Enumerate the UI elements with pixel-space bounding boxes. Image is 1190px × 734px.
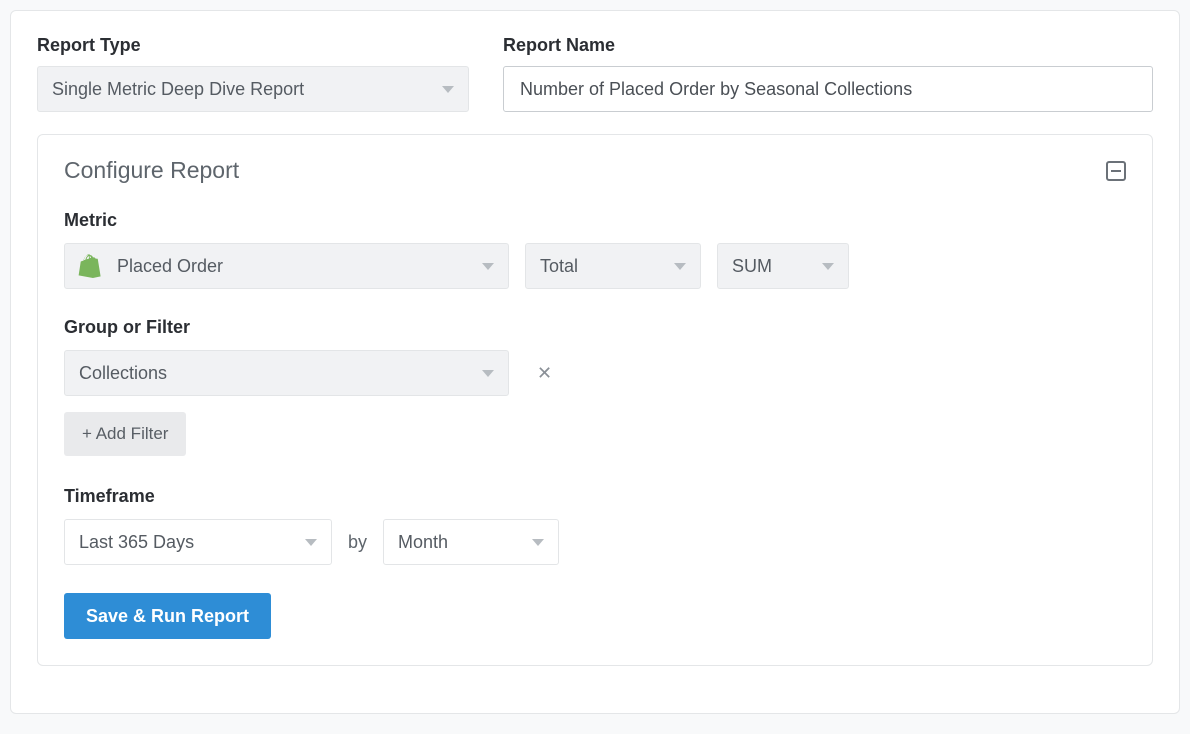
save-run-button[interactable]: Save & Run Report [64,593,271,639]
group-filter-label: Group or Filter [64,317,1126,338]
aggregation-select[interactable]: Total [525,243,701,289]
panel-header: Configure Report [64,157,1126,184]
timeframe-row: Last 365 Days by Month [64,519,1126,565]
by-text: by [348,532,367,553]
metric-select[interactable]: Placed Order [64,243,509,289]
filter-row: Collections ✕ [64,350,1126,396]
report-name-label: Report Name [503,35,1153,56]
timeframe-select-wrapper: Last 365 Days [64,519,332,565]
timeframe-value: Last 365 Days [79,532,194,553]
chevron-down-icon [305,539,317,546]
interval-select[interactable]: Month [383,519,559,565]
report-type-value: Single Metric Deep Dive Report [52,79,304,100]
metric-value: Placed Order [117,256,223,277]
interval-value: Month [398,532,448,553]
top-row: Report Type Single Metric Deep Dive Repo… [37,35,1153,112]
remove-filter-icon[interactable]: ✕ [537,363,552,384]
chevron-down-icon [674,263,686,270]
minus-icon [1111,170,1121,172]
panel-title: Configure Report [64,157,239,184]
aggregation-select-wrapper: Total [525,243,701,289]
chevron-down-icon [482,370,494,377]
metric-label: Metric [64,210,1126,231]
filter-select[interactable]: Collections [64,350,509,396]
aggregation-value: Total [540,256,578,277]
report-name-input[interactable] [503,66,1153,112]
filter-select-wrapper: Collections [64,350,509,396]
shopify-icon [77,253,103,279]
timeframe-select[interactable]: Last 365 Days [64,519,332,565]
add-filter-button[interactable]: + Add Filter [64,412,186,456]
function-select-wrapper: SUM [717,243,849,289]
filter-value: Collections [79,363,167,384]
report-name-field: Report Name [503,35,1153,112]
chevron-down-icon [532,539,544,546]
function-select[interactable]: SUM [717,243,849,289]
timeframe-label: Timeframe [64,486,1126,507]
metric-row: Placed Order Total SUM [64,243,1126,289]
interval-select-wrapper: Month [383,519,559,565]
function-value: SUM [732,256,772,277]
report-type-label: Report Type [37,35,469,56]
metric-select-wrapper: Placed Order [64,243,509,289]
report-type-select[interactable]: Single Metric Deep Dive Report [37,66,469,112]
collapse-icon[interactable] [1106,161,1126,181]
configure-report-panel: Configure Report Metric Placed Order [37,134,1153,666]
report-type-field: Report Type Single Metric Deep Dive Repo… [37,35,469,112]
chevron-down-icon [822,263,834,270]
report-builder-panel: Report Type Single Metric Deep Dive Repo… [10,10,1180,714]
chevron-down-icon [442,86,454,93]
chevron-down-icon [482,263,494,270]
